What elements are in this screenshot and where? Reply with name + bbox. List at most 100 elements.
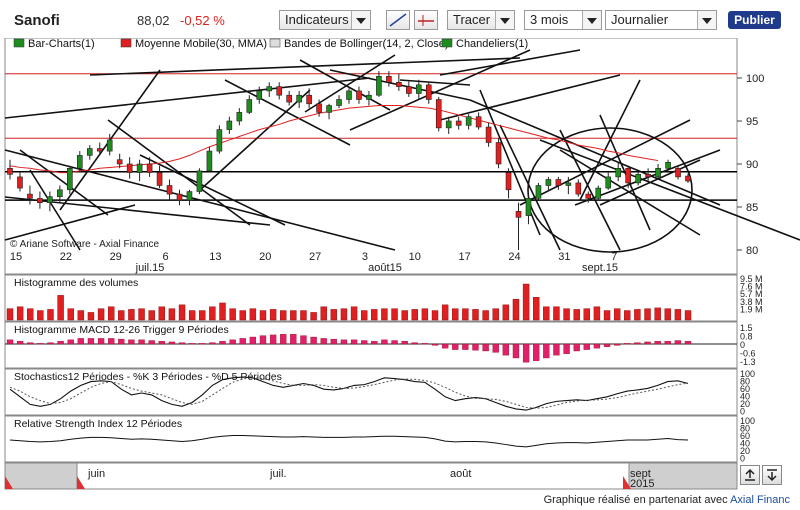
candle-body [76,155,83,169]
volume-bar [340,308,348,321]
macd-bar [654,341,661,345]
volume-bar [138,308,145,321]
publish-button[interactable]: Publier [728,11,781,29]
candle-body [386,75,392,83]
volume-bar [259,310,267,321]
volume-bar [512,298,520,321]
candle-body [216,129,223,152]
macd-bar [533,343,540,361]
macd-bar [300,335,307,345]
macd-bar [553,343,560,356]
volume-bar [87,312,95,321]
chevron-down-icon [351,11,370,29]
drawn-trendline [469,99,721,206]
drawn-trendline [224,79,351,146]
stochastic-panel-title: Stochastics12 Périodes - %K 3 Périodes -… [14,371,282,383]
trendline-icon [389,13,407,27]
credit-brand: Axial Financ [730,494,790,506]
interval-value: Journalier [611,12,669,27]
volume-bar [664,308,671,321]
volume-bar [371,309,378,321]
candle-body [595,187,602,199]
indicators-label: Indicateurs [285,12,349,27]
rsi-tick-label: 40 [740,439,750,449]
macd-bar [6,339,14,345]
candle-body [615,168,622,178]
macd-bar [624,343,631,345]
drawn-trendline [559,129,621,251]
stochastic-tick-label: 80 [740,377,750,387]
volume-bar [421,308,429,321]
candle-body [136,163,143,173]
candle-body [465,116,472,126]
volume-bar [644,308,651,321]
candle-body [685,175,691,182]
rsi-tick-label: 100 [740,416,755,426]
horizontal-line-tool-button[interactable] [414,10,438,30]
stochastic-k-line [9,376,689,411]
drawn-trendline [4,204,136,241]
rsi-tick-label: 80 [740,424,750,434]
macd-bar [188,343,196,345]
copyright-text: © Ariane Software - Axial Finance [10,239,160,250]
drawn-trendline [29,169,81,251]
volume-bar [300,310,307,321]
volume-bar [158,306,165,321]
candle-body [37,198,43,203]
price-panel-frame [4,38,738,275]
legend-label: Moyenne Mobile(30, MMA) [135,38,267,50]
rsi-panel-title: Relative Strength Index 12 Périodes [14,418,182,430]
draw-dropdown[interactable]: Tracer [447,10,515,30]
volume-bar [482,310,489,321]
month-label: sept.15 [582,262,618,274]
period-value: 3 mois [530,12,569,27]
zoom-in-button[interactable] [762,465,782,485]
trendline-tool-button[interactable] [386,10,410,30]
candle-body [635,174,641,184]
macd-bar [310,336,317,345]
drawn-trendline [19,149,109,216]
macd-bar [209,342,216,345]
macd-tick-label: 0 [740,340,745,350]
drawn-trendline [139,154,286,226]
navigator-window [76,462,630,490]
legend-swatch [269,38,281,48]
stochastic-tick-label: 40 [740,392,750,402]
chevron-down-icon [582,11,601,29]
candle-body [346,90,352,100]
stochastic-tick-label: 60 [740,384,750,394]
candle-body [445,120,452,129]
volume-bar [209,306,216,321]
x-tick-label: 7 [611,251,617,263]
collapse-icon [767,469,777,482]
volume-bar [401,310,408,321]
y-tick-label: 85 [746,202,758,214]
footer: Graphique réalisé en partenariat avec Ax… [0,490,800,510]
macd-bar [664,341,671,345]
volume-bar [472,309,479,321]
zoom-out-button[interactable] [740,465,760,485]
macd-bar [229,339,236,345]
volume-bar [360,310,368,321]
volume-bar [593,306,601,321]
interval-select[interactable]: Journalier [605,10,717,30]
candle-body [645,174,651,178]
volume-bar [6,308,14,321]
macd-bar [593,343,601,349]
volume-bar [280,310,287,321]
volume-tick-label: 1.9 M [740,304,763,314]
x-tick-label: 24 [508,251,520,263]
period-select[interactable]: 3 mois [524,10,602,30]
candle-body [525,198,532,216]
volume-bar [583,308,591,321]
macd-bar [168,341,176,345]
macd-bar [421,343,429,345]
candle-body [485,126,492,143]
macd-bar [239,338,246,345]
candle-body [116,159,123,165]
macd-bar [280,334,287,345]
indicators-dropdown[interactable]: Indicateurs [279,10,371,30]
stochastic-d-line [9,377,689,409]
candle-body [296,94,302,103]
y-tick-label: 80 [746,245,758,257]
